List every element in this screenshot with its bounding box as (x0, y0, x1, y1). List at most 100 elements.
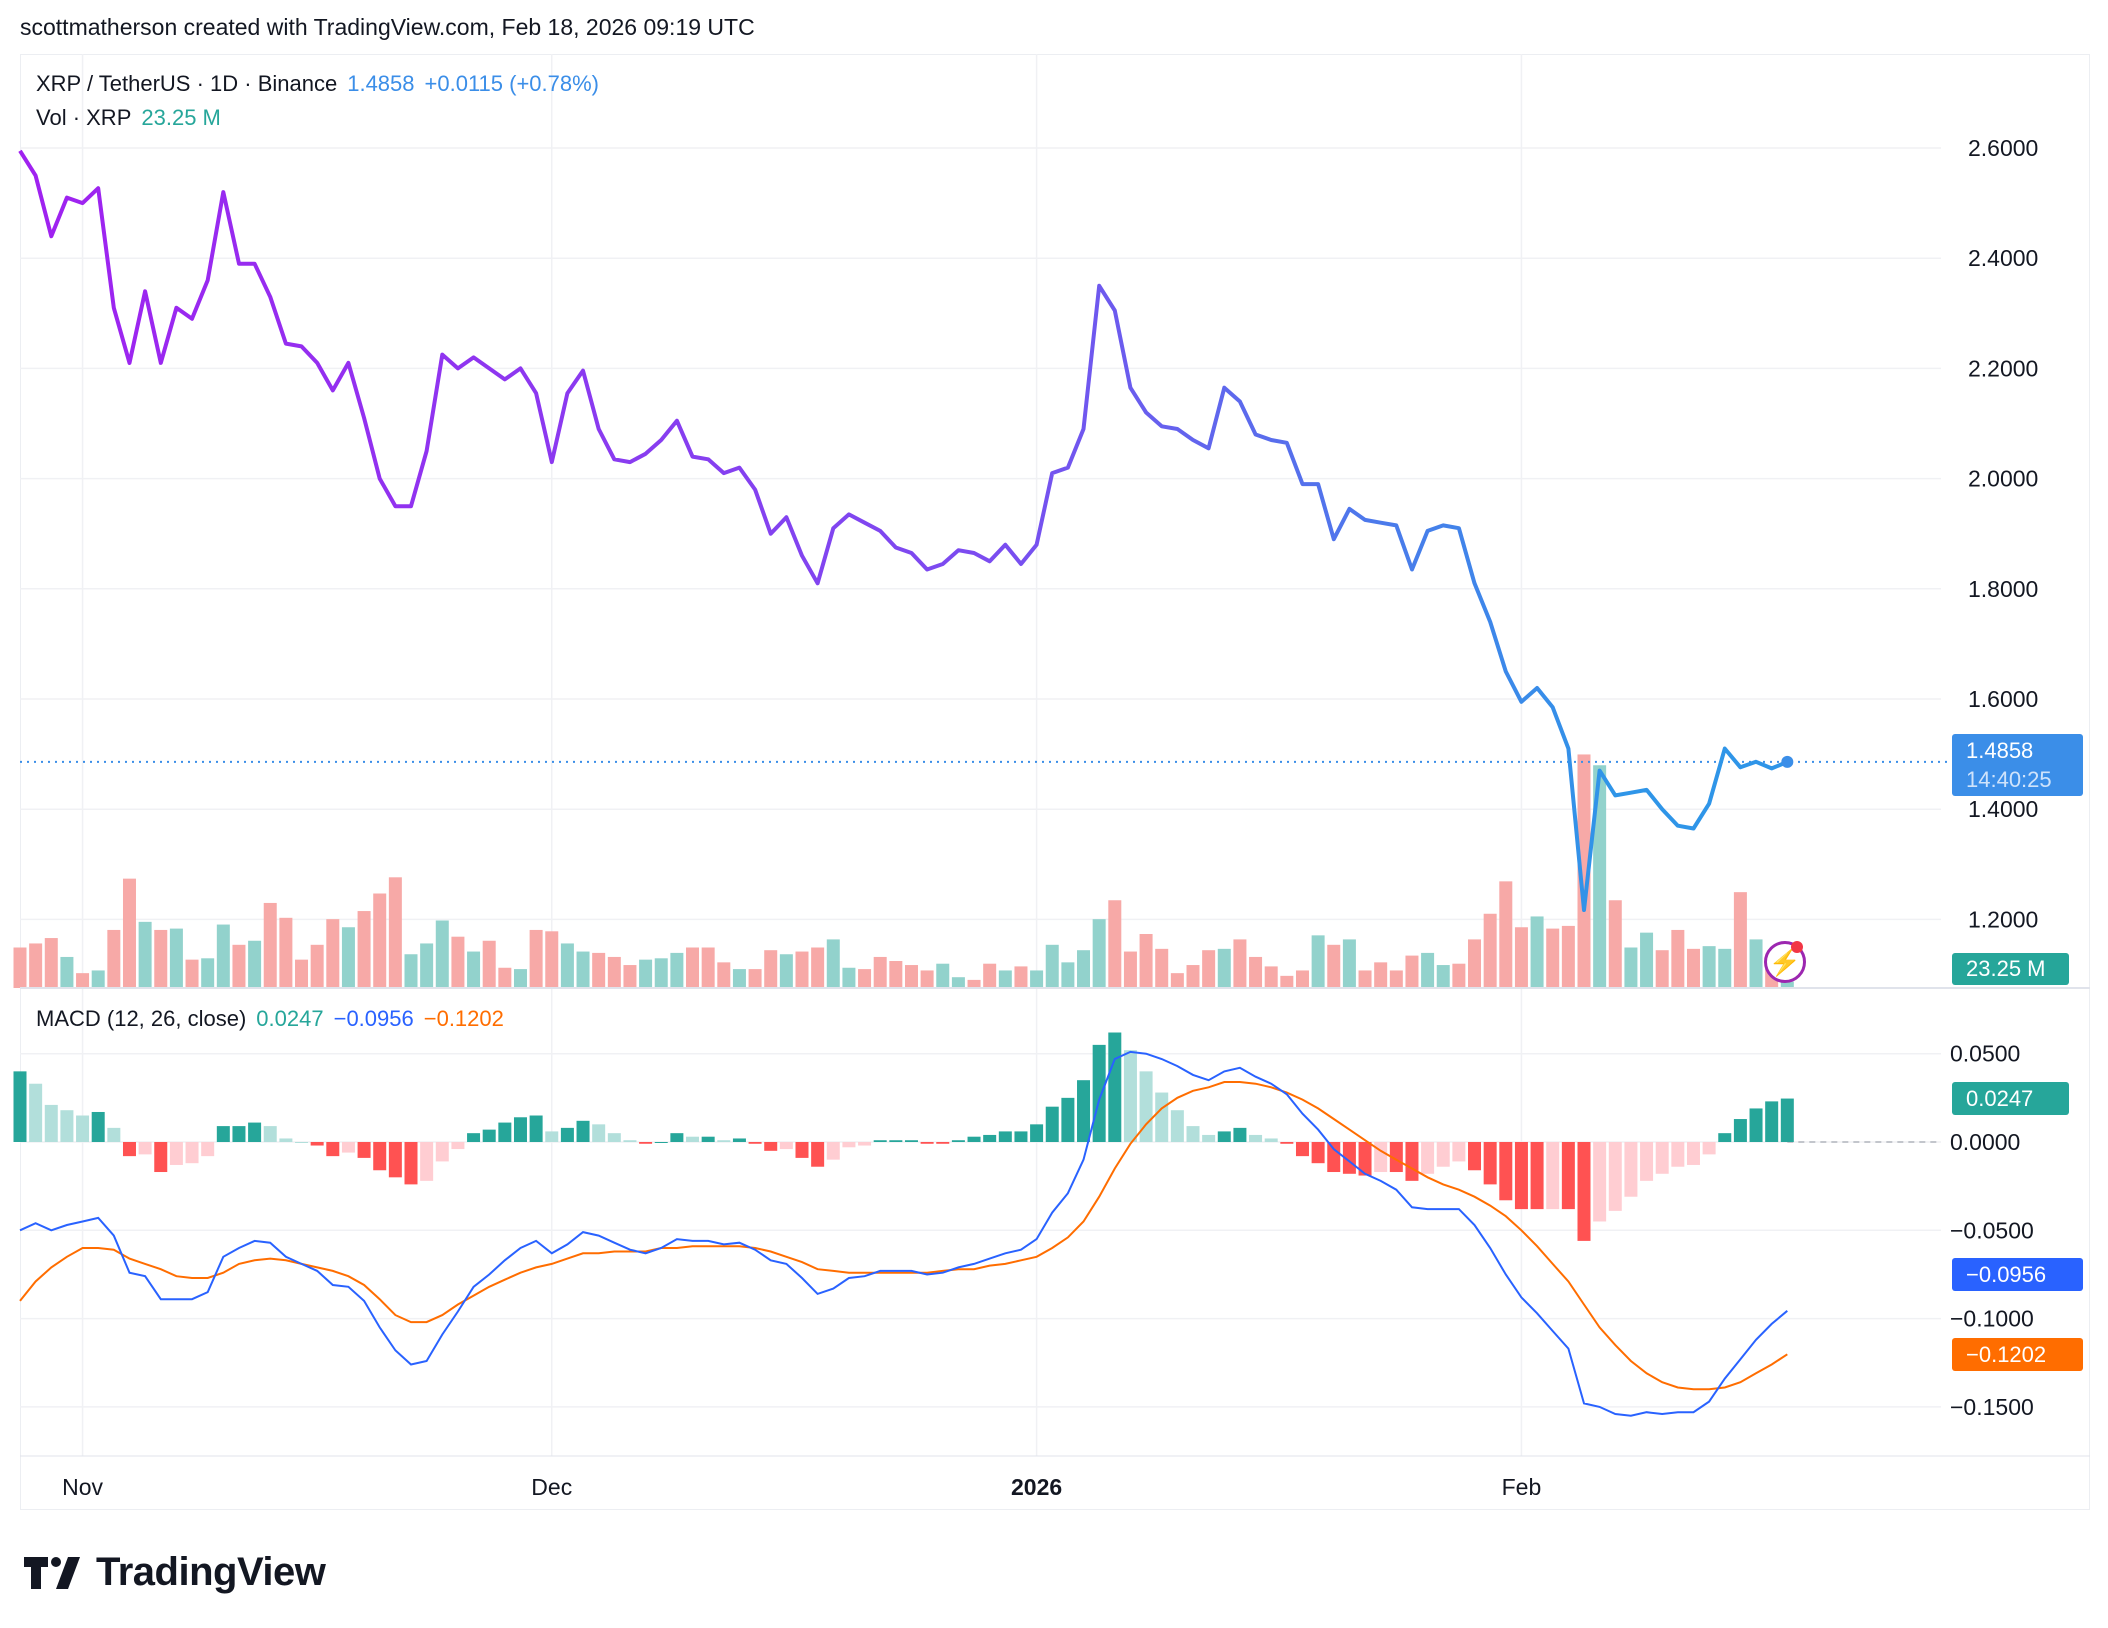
histogram-bar (1123, 1050, 1137, 1142)
volume-bar (826, 939, 840, 988)
volume-bar (1499, 881, 1513, 988)
volume-bar (263, 902, 277, 988)
volume-bar (1108, 900, 1122, 988)
volume-bar (1233, 939, 1247, 988)
volume-bar (295, 959, 309, 988)
histogram-bar (107, 1127, 121, 1142)
histogram-bar (1374, 1142, 1388, 1173)
histogram-bar (1045, 1106, 1059, 1142)
macd-tick-label: −0.1500 (1950, 1394, 2034, 1420)
histogram-bar (13, 1071, 27, 1142)
histogram-bar (1170, 1110, 1184, 1142)
histogram-bar (1452, 1142, 1466, 1162)
price-tick-label: 1.4000 (1968, 796, 2038, 822)
histogram-bar (341, 1142, 355, 1153)
macd-hist-label: 0.0247 (1952, 1082, 2069, 1115)
volume-bar (138, 921, 152, 988)
volume-bar (1202, 950, 1216, 988)
price-tick-label: 1.2000 (1968, 906, 2038, 932)
histogram-bar (951, 1140, 965, 1142)
volume-bar (1749, 939, 1763, 988)
volume-bar (717, 962, 731, 988)
histogram-bar (1483, 1142, 1497, 1185)
volume-bar (169, 928, 183, 988)
histogram-bar (1749, 1108, 1763, 1142)
histogram-bar (1702, 1142, 1716, 1155)
histogram-bar (1655, 1142, 1669, 1174)
histogram-bar (779, 1142, 793, 1150)
volume-bar (435, 920, 449, 988)
volume-bar (607, 956, 621, 988)
volume-bar (513, 969, 527, 988)
volume-legend: Vol · XRP 23.25 M (36, 105, 231, 131)
histogram-bar (654, 1142, 668, 1143)
tradingview-logo[interactable]: TradingView (24, 1550, 326, 1595)
volume-bar (1718, 948, 1732, 988)
volume-bar (670, 952, 684, 988)
price-tick-label: 2.4000 (1968, 245, 2038, 271)
histogram-bar (858, 1142, 872, 1146)
histogram-bar (1405, 1142, 1419, 1181)
volume-bar (1468, 939, 1482, 988)
volume-bar (60, 956, 74, 988)
volume-bar (279, 917, 293, 988)
notification-dot-icon (1791, 941, 1803, 953)
volume-title[interactable]: Vol · XRP (36, 105, 132, 130)
histogram-bar (1217, 1131, 1231, 1142)
histogram-bar (1436, 1142, 1450, 1167)
volume-bar (1483, 913, 1497, 988)
histogram-bar (670, 1133, 684, 1142)
volume-bar (1217, 948, 1231, 988)
volume-bar (1780, 981, 1794, 988)
histogram-bar (1765, 1101, 1779, 1142)
price-tick-label: 2.6000 (1968, 135, 2038, 161)
histogram-bar (420, 1142, 434, 1181)
histogram-bar (967, 1136, 981, 1142)
volume-bar (122, 878, 136, 988)
volume-bar (232, 944, 246, 988)
volume-bar (420, 943, 434, 988)
macd-title[interactable]: MACD (12, 26, close) (36, 1006, 247, 1031)
volume-bar (795, 951, 809, 988)
macd-signal-label: −0.1202 (1952, 1338, 2083, 1371)
histogram-bar (373, 1142, 387, 1171)
axes: 2.6000 2.4000 2.2000 2.0000 1.8000 1.6000 1.40… (20, 135, 2090, 1500)
volume-bar (13, 947, 27, 988)
volume-bar (1421, 952, 1435, 988)
volume-bar (107, 929, 121, 988)
volume-bar (341, 927, 355, 988)
volume-bar (1295, 970, 1309, 988)
histogram-bar (1389, 1142, 1403, 1173)
volume-bar (1686, 948, 1700, 988)
histogram-bar (279, 1138, 293, 1142)
volume-bar (748, 969, 762, 988)
histogram-bar (310, 1142, 324, 1146)
volume-bar (1389, 970, 1403, 988)
volume-bar (1061, 962, 1075, 988)
histogram-bar (1014, 1131, 1028, 1142)
histogram-bar (842, 1142, 856, 1148)
histogram-bar (295, 1142, 309, 1143)
histogram-bar (154, 1142, 168, 1173)
time-tick-label: 2026 (1011, 1474, 1062, 1500)
histogram-bar (91, 1111, 105, 1142)
histogram-bar (576, 1120, 590, 1142)
volume-bar (1280, 975, 1294, 988)
volume-bar (951, 977, 965, 988)
volume-bar (1655, 950, 1669, 988)
histogram-bar (1608, 1142, 1622, 1211)
histogram-bar (1358, 1142, 1372, 1176)
price-label-value: 1.4858 (1966, 738, 2034, 763)
volume-bar (1155, 948, 1169, 988)
volume-bar (1077, 950, 1091, 988)
volume-bar (498, 967, 512, 988)
macd-tick-label: 0.0500 (1950, 1041, 2020, 1067)
volume-bar (889, 961, 903, 988)
symbol-title[interactable]: XRP / TetherUS · 1D · Binance (36, 71, 338, 96)
histogram-bar (1249, 1134, 1263, 1142)
volume-bar (388, 877, 402, 988)
histogram-bar (60, 1110, 74, 1142)
volume-bar (529, 929, 543, 988)
histogram-bar (1295, 1142, 1309, 1157)
